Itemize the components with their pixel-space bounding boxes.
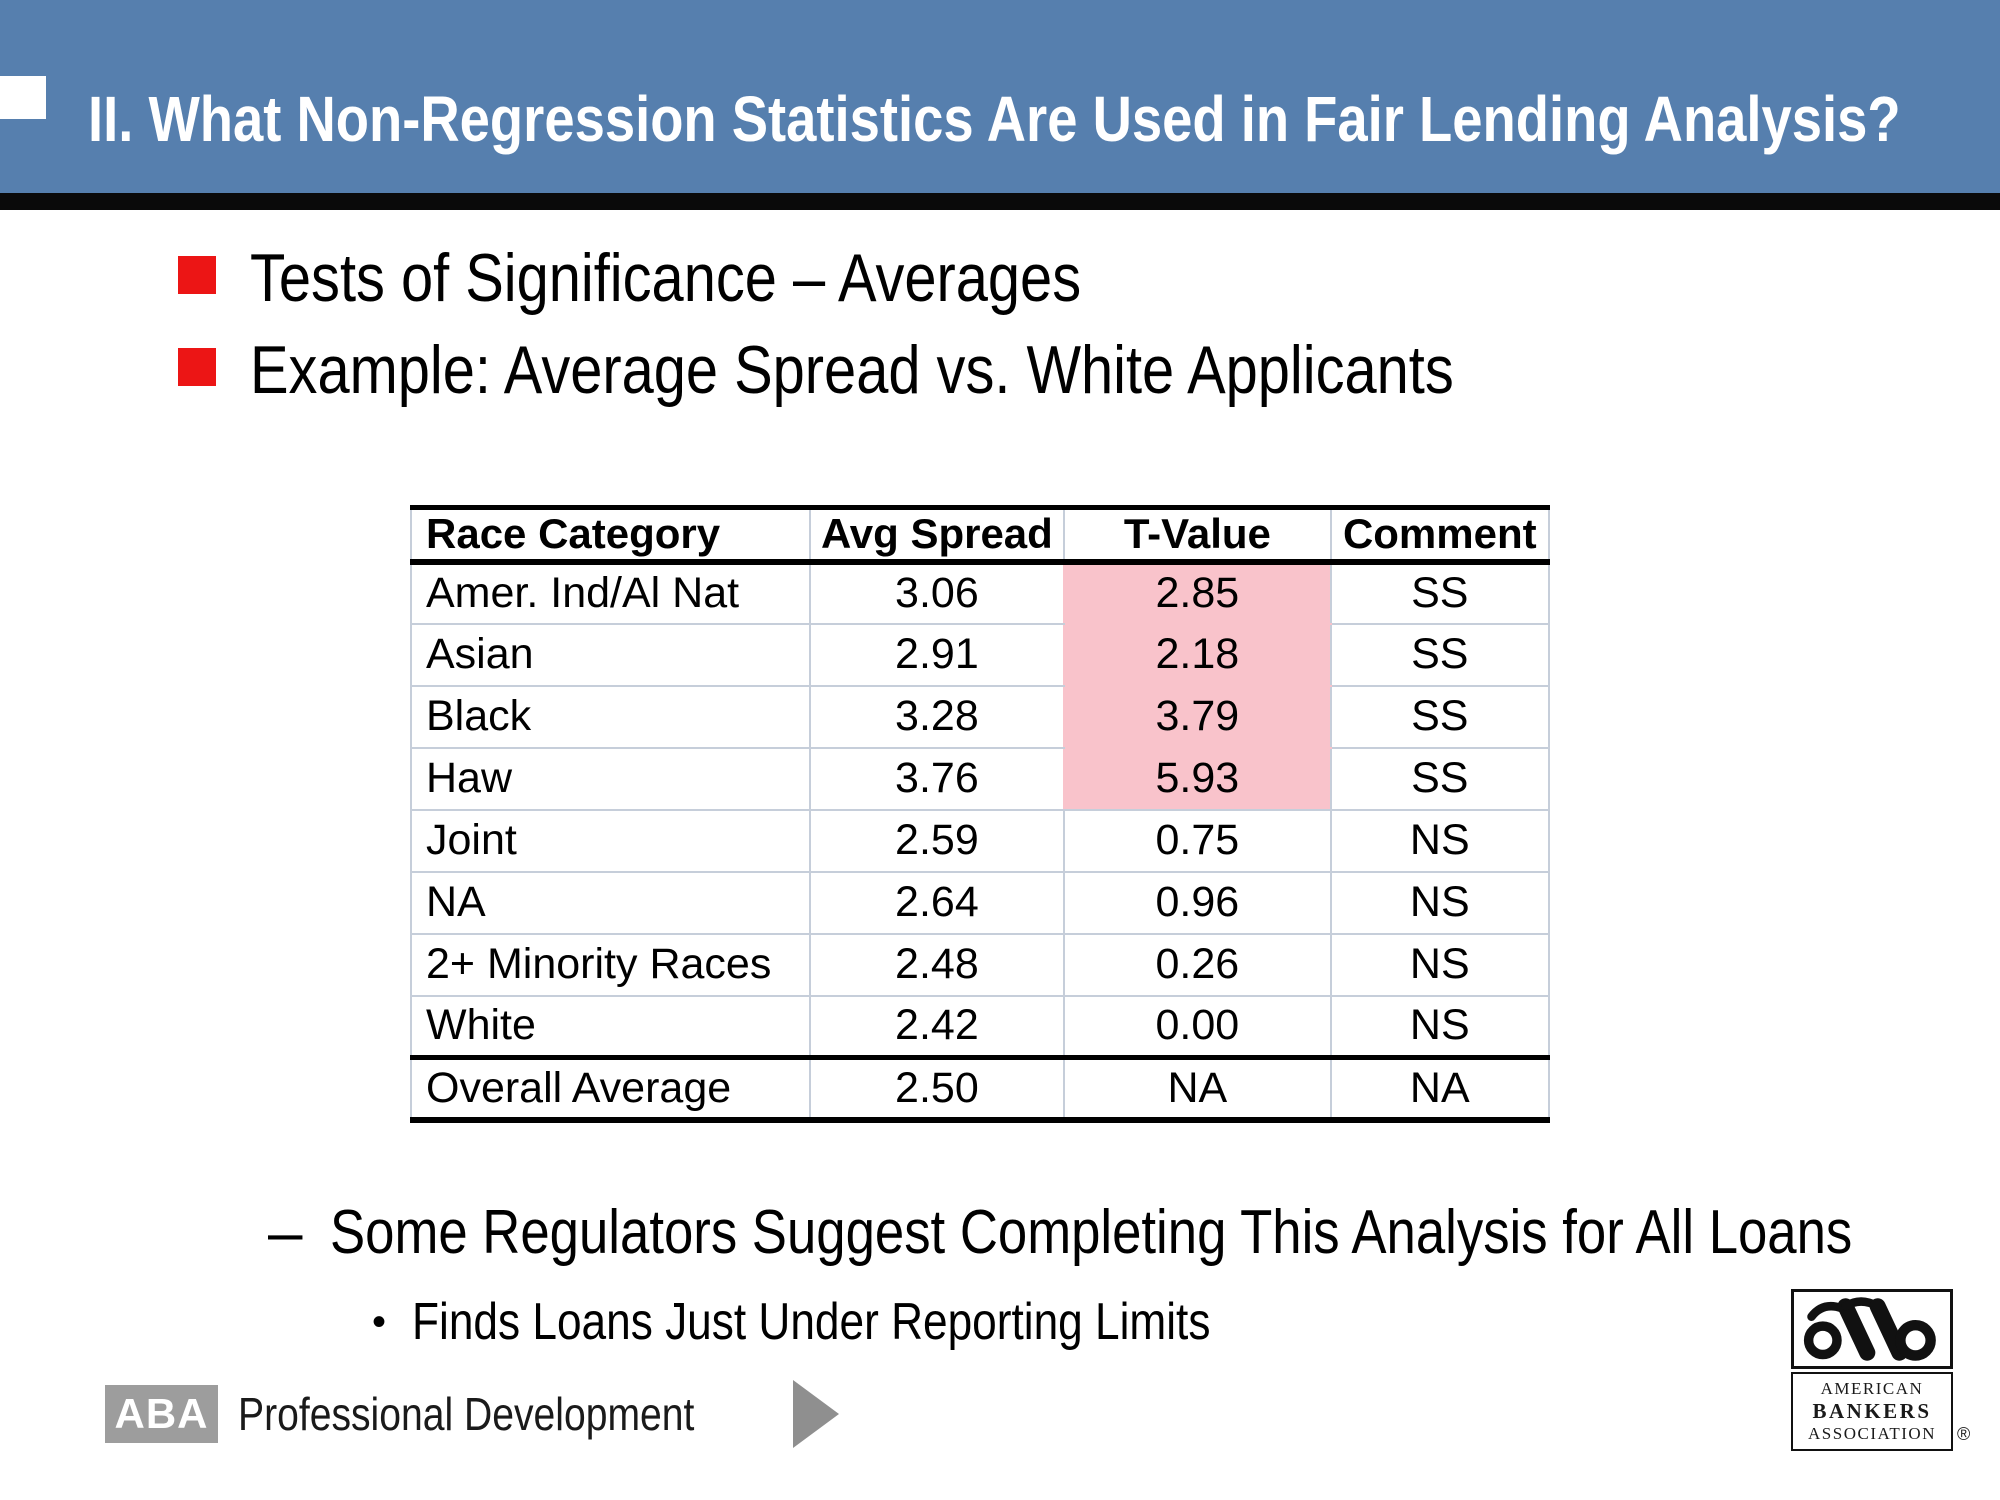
table-row: Asian 2.91 2.18 SS bbox=[411, 623, 1549, 687]
avg-spread-cell: 2.64 bbox=[808, 871, 1065, 935]
race-cell: 2+ Minority Races bbox=[411, 933, 810, 997]
column-header-t-value: T-Value bbox=[1063, 507, 1331, 565]
race-cell: White bbox=[411, 995, 810, 1060]
page-title-text: II. What Non-Regression Statistics Are U… bbox=[88, 83, 1901, 155]
aba-logo-text: AMERICAN BANKERS ASSOCIATION bbox=[1791, 1372, 1953, 1451]
table-row: Haw 3.76 5.93 SS bbox=[411, 747, 1549, 811]
race-cell: NA bbox=[411, 871, 810, 935]
table-row: Joint 2.59 0.75 NS bbox=[411, 809, 1549, 873]
table-row: Amer. Ind/Al Nat 3.06 2.85 SS bbox=[411, 561, 1549, 625]
comment-cell: NS bbox=[1329, 809, 1549, 873]
footer: ABA Professional Development bbox=[105, 1380, 839, 1448]
bullet-item: Tests of Significance – Averages bbox=[178, 240, 1228, 316]
race-cell: Black bbox=[411, 685, 810, 749]
t-value-cell: 2.18 bbox=[1063, 623, 1331, 687]
comment-cell: NS bbox=[1329, 995, 1549, 1060]
avg-spread-cell: 3.28 bbox=[808, 685, 1065, 749]
table-row: NA 2.64 0.96 NS bbox=[411, 871, 1549, 935]
t-value-cell: 3.79 bbox=[1063, 685, 1331, 749]
logo-line-american: AMERICAN bbox=[1820, 1379, 1924, 1398]
aba-badge: ABA bbox=[105, 1385, 218, 1443]
table-row: 2+ Minority Races 2.48 0.26 NS bbox=[411, 933, 1549, 997]
race-cell: Joint bbox=[411, 809, 810, 873]
sub-bullet-text: Some Regulators Suggest Completing This … bbox=[330, 1198, 1853, 1267]
column-header-comment: Comment bbox=[1329, 507, 1549, 565]
logo-line-association: ASSOCIATION bbox=[1808, 1424, 1936, 1443]
sub-bullet-item: – Some Regulators Suggest Completing Thi… bbox=[268, 1198, 2000, 1268]
comment-cell: SS bbox=[1329, 747, 1549, 811]
table-header-row: Race Category Avg Spread T-Value Comment bbox=[411, 507, 1549, 565]
dash-marker: – bbox=[268, 1198, 303, 1267]
footer-label: Professional Development bbox=[238, 1388, 695, 1440]
bullet-square-icon bbox=[178, 348, 216, 386]
t-value-cell: 0.26 bbox=[1063, 933, 1331, 997]
avg-spread-cell: 2.59 bbox=[808, 809, 1065, 873]
bullet-text: Example: Average Spread vs. White Applic… bbox=[250, 332, 1454, 408]
logo-line-bankers: BANKERS bbox=[1812, 1399, 1932, 1423]
t-value-cell: 0.96 bbox=[1063, 871, 1331, 935]
bullet-square-icon bbox=[178, 256, 216, 294]
avg-spread-cell: 3.76 bbox=[808, 747, 1065, 811]
t-value-cell: 0.00 bbox=[1063, 995, 1331, 1060]
aba-logo-mark-icon bbox=[1791, 1289, 1953, 1369]
avg-spread-cell: 2.91 bbox=[808, 623, 1065, 687]
race-cell: Haw bbox=[411, 747, 810, 811]
t-value-cell: NA bbox=[1063, 1057, 1331, 1120]
header-band bbox=[0, 0, 2000, 193]
avg-spread-cell: 2.42 bbox=[808, 995, 1065, 1060]
bullet-text: Tests of Significance – Averages bbox=[250, 240, 1082, 316]
arrow-right-icon bbox=[792, 1380, 839, 1448]
bullet-item: Example: Average Spread vs. White Applic… bbox=[178, 332, 1666, 408]
comment-cell: NS bbox=[1329, 871, 1549, 935]
sub-sub-bullet-item: • Finds Loans Just Under Reporting Limit… bbox=[372, 1292, 1351, 1352]
t-value-cell: 2.85 bbox=[1063, 561, 1331, 625]
comment-cell: NA bbox=[1329, 1057, 1549, 1120]
table-row: Black 3.28 3.79 SS bbox=[411, 685, 1549, 749]
page-title: II. What Non-Regression Statistics Are U… bbox=[88, 76, 1998, 162]
header-divider-bar bbox=[0, 193, 2000, 210]
comment-cell: SS bbox=[1329, 685, 1549, 749]
column-header-avg-spread: Avg Spread bbox=[808, 507, 1065, 565]
corner-notch bbox=[0, 76, 46, 119]
avg-spread-cell: 2.50 bbox=[808, 1057, 1065, 1120]
stats-table: Race Category Avg Spread T-Value Comment… bbox=[410, 505, 1550, 1123]
race-cell: Asian bbox=[411, 623, 810, 687]
avg-spread-cell: 2.48 bbox=[808, 933, 1065, 997]
comment-cell: SS bbox=[1329, 561, 1549, 625]
sub-sub-bullet-text: Finds Loans Just Under Reporting Limits bbox=[412, 1293, 1211, 1351]
aba-logo: AMERICAN BANKERS ASSOCIATION bbox=[1791, 1289, 1953, 1451]
t-value-cell: 0.75 bbox=[1063, 809, 1331, 873]
dot-marker: • bbox=[372, 1300, 387, 1344]
avg-spread-cell: 3.06 bbox=[808, 561, 1065, 625]
race-cell: Amer. Ind/Al Nat bbox=[411, 561, 810, 625]
table-row: White 2.42 0.00 NS bbox=[411, 995, 1549, 1060]
comment-cell: NS bbox=[1329, 933, 1549, 997]
table-row-total: Overall Average 2.50 NA NA bbox=[411, 1057, 1549, 1120]
registered-trademark-icon: ® bbox=[1957, 1424, 1971, 1444]
race-cell: Overall Average bbox=[426, 1063, 732, 1112]
t-value-cell: 5.93 bbox=[1063, 747, 1331, 811]
comment-cell: SS bbox=[1329, 623, 1549, 687]
column-header-race-category: Race Category bbox=[411, 507, 810, 565]
